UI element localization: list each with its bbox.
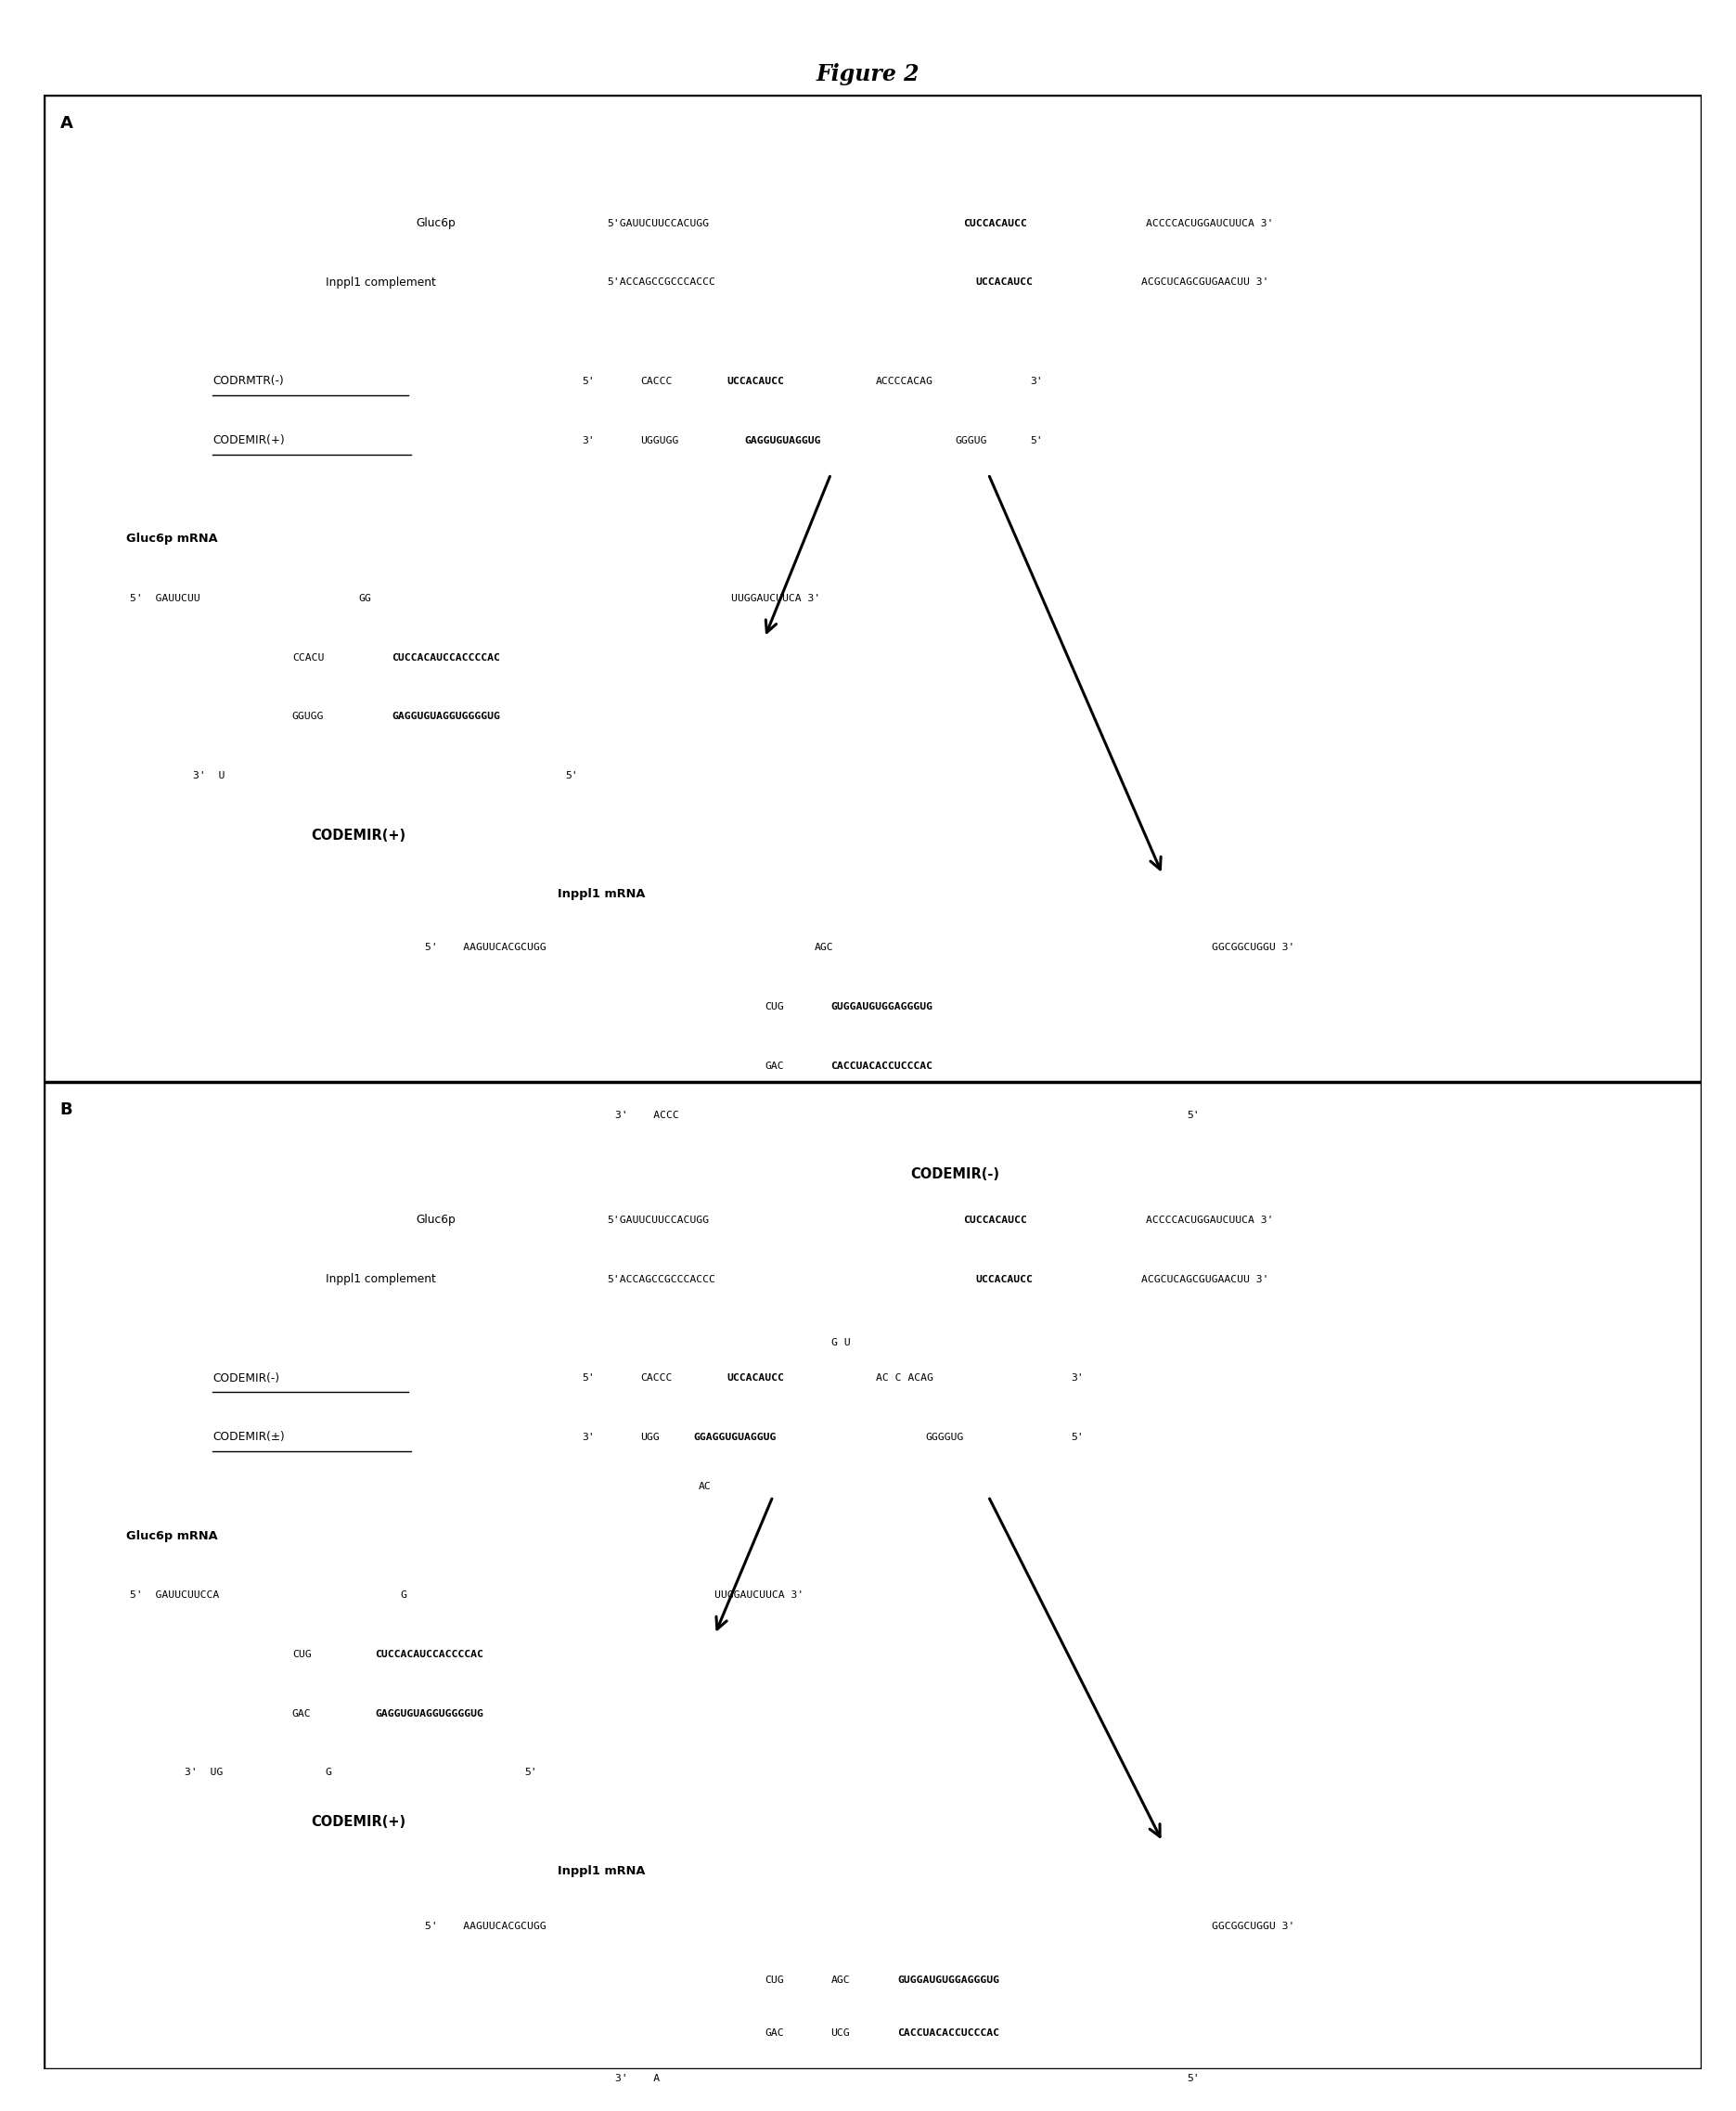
Text: GAC: GAC (292, 1710, 311, 1718)
Text: CUG: CUG (764, 1976, 783, 1984)
Text: GUGGAUGUGGAGGGUG: GUGGAUGUGGAGGGUG (898, 1976, 1000, 1984)
Text: ACGCUCAGCGUGAACUU 3': ACGCUCAGCGUGAACUU 3' (1141, 279, 1269, 287)
Text: GAC: GAC (764, 1062, 783, 1070)
Text: CUCCACAUCC: CUCCACAUCC (963, 1216, 1028, 1224)
Text: GGUGG: GGUGG (292, 711, 325, 722)
Text: G: G (399, 1590, 406, 1600)
Text: 5'    AAGUUCACGCUGG: 5' AAGUUCACGCUGG (425, 944, 545, 952)
Text: GG: GG (358, 593, 372, 604)
Text: UCCACAUCC: UCCACAUCC (976, 1275, 1033, 1283)
Text: ACCCCACAG: ACCCCACAG (875, 376, 932, 386)
Text: CACCC: CACCC (641, 376, 672, 386)
Text: ACCCCACUGGAUCUUCA 3': ACCCCACUGGAUCUUCA 3' (1146, 1216, 1274, 1224)
Text: Inppl1 mRNA: Inppl1 mRNA (557, 889, 644, 901)
Text: CODEMIR(+): CODEMIR(+) (311, 828, 406, 842)
Text: CODEMIR(-): CODEMIR(-) (911, 1167, 1000, 1182)
Text: UCCACAUCC: UCCACAUCC (726, 1374, 785, 1383)
Text: 3': 3' (582, 435, 595, 445)
Text: GAC: GAC (764, 2029, 783, 2037)
Text: CODEMIR(-): CODEMIR(-) (212, 1372, 279, 1385)
Text: CACCUACACCUCCCAC: CACCUACACCUCCCAC (832, 1062, 932, 1070)
Text: 5'    AAGUUCACGCUGG: 5' AAGUUCACGCUGG (425, 1921, 545, 1932)
Text: UGGUGG: UGGUGG (641, 435, 679, 445)
Text: Gluc6p mRNA: Gluc6p mRNA (127, 534, 217, 545)
Text: 5'  GAUUCUUCCA: 5' GAUUCUUCCA (130, 1590, 219, 1600)
Text: GGCGGCUGGU 3': GGCGGCUGGU 3' (1212, 944, 1295, 952)
Text: GAGGUGUAGGUGGGGUG: GAGGUGUAGGUGGGGUG (392, 711, 500, 722)
Text: 3': 3' (1029, 376, 1043, 386)
Text: 5': 5' (1187, 1110, 1200, 1121)
Text: 3'    ACCC: 3' ACCC (615, 1110, 679, 1121)
Text: UUGGAUCUUCA 3': UUGGAUCUUCA 3' (715, 1590, 804, 1600)
Text: Inppl1 complement: Inppl1 complement (325, 277, 436, 289)
Text: CACCC: CACCC (641, 1374, 672, 1383)
Text: 5': 5' (524, 1769, 536, 1777)
Text: GUGGAUGUGGAGGGUG: GUGGAUGUGGAGGGUG (832, 1003, 932, 1011)
Text: AGC: AGC (832, 1976, 851, 1984)
Text: UCG: UCG (832, 2029, 851, 2037)
Text: CUG: CUG (764, 1003, 783, 1011)
Text: 5': 5' (582, 376, 595, 386)
Text: CUCCACAUCCACCCCAC: CUCCACAUCCACCCCAC (375, 1649, 483, 1659)
Text: GAGGUGUAGGUGGGGUG: GAGGUGUAGGUGGGGUG (375, 1710, 483, 1718)
Text: CODEMIR(±): CODEMIR(±) (212, 1431, 285, 1444)
Text: Gluc6p mRNA: Gluc6p mRNA (127, 1530, 217, 1541)
Text: AGC: AGC (814, 944, 833, 952)
Text: AC C ACAG: AC C ACAG (875, 1374, 932, 1383)
Text: G: G (325, 1769, 332, 1777)
Text: 5'GAUUCUUCCACUGG: 5'GAUUCUUCCACUGG (608, 1216, 708, 1224)
Text: G U: G U (832, 1338, 851, 1347)
Text: CUCCACAUCC: CUCCACAUCC (963, 220, 1028, 228)
Text: UUGGAUCUUCA 3': UUGGAUCUUCA 3' (731, 593, 821, 604)
Text: GGAGGUGUAGGUG: GGAGGUGUAGGUG (693, 1433, 776, 1442)
Text: GGGUG: GGGUG (955, 435, 988, 445)
Text: 5': 5' (1187, 2073, 1200, 2084)
Text: Gluc6p: Gluc6p (417, 217, 457, 230)
Text: Inppl1 mRNA: Inppl1 mRNA (557, 1866, 644, 1877)
Text: A: A (61, 114, 73, 131)
Text: 3': 3' (1071, 1374, 1083, 1383)
Text: B: B (61, 1102, 73, 1119)
Text: 5'  GAUUCUU: 5' GAUUCUU (130, 593, 200, 604)
Text: Gluc6p: Gluc6p (417, 1214, 457, 1226)
Text: UCCACAUCC: UCCACAUCC (976, 279, 1033, 287)
Text: CUCCACAUCCACCCCAC: CUCCACAUCCACCCCAC (392, 652, 500, 663)
Text: Figure 2: Figure 2 (816, 63, 920, 87)
Text: ACGCUCAGCGUGAACUU 3': ACGCUCAGCGUGAACUU 3' (1141, 1275, 1269, 1283)
Text: 3'    A: 3' A (615, 2073, 660, 2084)
Text: 5': 5' (582, 1374, 595, 1383)
Text: 5'ACCAGCCGCCCACCC: 5'ACCAGCCGCCCACCC (608, 1275, 715, 1283)
Text: CODEMIR(+): CODEMIR(+) (311, 1815, 406, 1828)
Text: CUG: CUG (292, 1649, 311, 1659)
Text: 3': 3' (582, 1433, 595, 1442)
Text: ACCCCACUGGAUCUUCA 3': ACCCCACUGGAUCUUCA 3' (1146, 220, 1274, 228)
Text: CODEMIR(+): CODEMIR(+) (212, 435, 285, 445)
Text: 5'ACCAGCCGCCCACCC: 5'ACCAGCCGCCCACCC (608, 279, 715, 287)
Text: CACCUACACCUCCCAC: CACCUACACCUCCCAC (898, 2029, 1000, 2037)
Text: AC: AC (698, 1482, 712, 1490)
Text: UGG: UGG (641, 1433, 660, 1442)
Text: GAGGUGUAGGUG: GAGGUGUAGGUG (745, 435, 821, 445)
Text: CCACU: CCACU (292, 652, 325, 663)
Text: 5'GAUUCUUCCACUGG: 5'GAUUCUUCCACUGG (608, 220, 708, 228)
Text: 5': 5' (566, 771, 578, 781)
Text: 3'  UG: 3' UG (184, 1769, 222, 1777)
Text: Inppl1 complement: Inppl1 complement (325, 1273, 436, 1286)
Text: GGGGUG: GGGGUG (925, 1433, 963, 1442)
Text: GGCGGCUGGU 3': GGCGGCUGGU 3' (1212, 1921, 1295, 1932)
Text: CODRMTR(-): CODRMTR(-) (212, 376, 283, 386)
Text: 3'  U: 3' U (193, 771, 224, 781)
Text: 5': 5' (1029, 435, 1043, 445)
Text: 5': 5' (1071, 1433, 1083, 1442)
Text: UCCACAUCC: UCCACAUCC (726, 376, 785, 386)
